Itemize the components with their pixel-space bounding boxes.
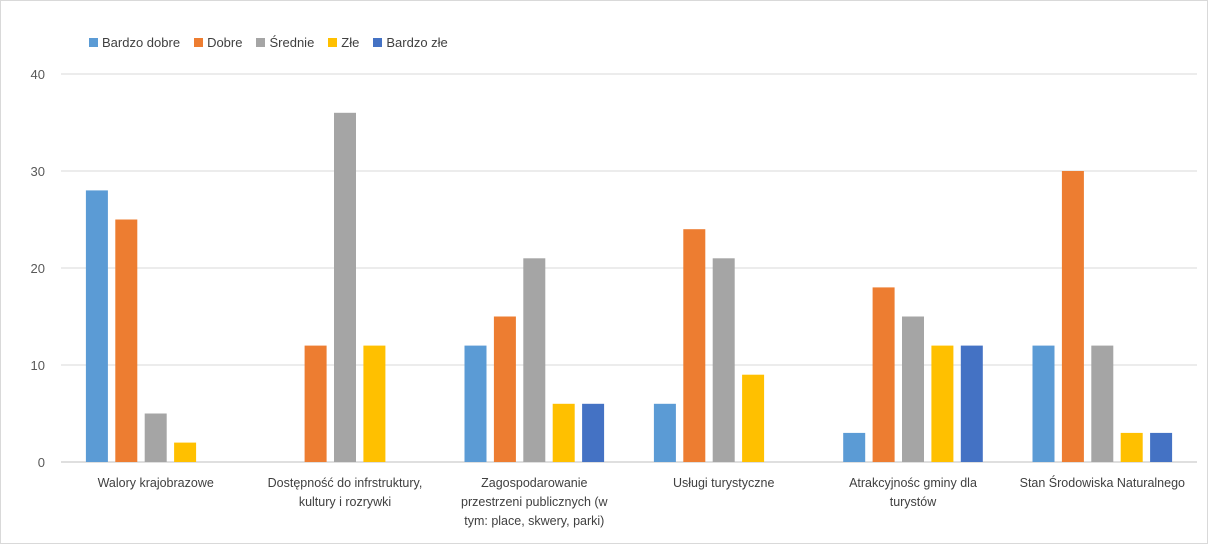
- bar: [552, 403, 575, 462]
- bar: [843, 432, 866, 462]
- bar: [1032, 345, 1055, 462]
- chart-legend: Bardzo dobre Dobre Średnie Złe Bardzo złe: [89, 35, 448, 50]
- x-category-label-line: Usługi turystyczne: [673, 476, 774, 490]
- bar: [742, 374, 765, 462]
- bar: [493, 316, 516, 462]
- legend-label: Złe: [341, 35, 360, 50]
- bar: [712, 258, 735, 462]
- bar: [144, 413, 167, 462]
- x-category-label-line: kultury i rozrywki: [299, 495, 391, 509]
- x-category-label: Stan Środowiska Naturalnego: [1020, 475, 1185, 490]
- x-category-label-line: turystów: [890, 495, 938, 509]
- bar: [1061, 171, 1084, 462]
- bar: [653, 403, 676, 462]
- y-tick-label: 40: [31, 67, 45, 82]
- x-category-label-line: Zagospodarowanie: [481, 476, 587, 490]
- y-tick-label: 30: [31, 164, 45, 179]
- x-category-label: Dostępność do infrstruktury, kultury i ro…: [268, 476, 423, 509]
- bar: [174, 442, 197, 462]
- legend-label: Średnie: [269, 35, 315, 50]
- x-category-label-line: przestrzeni publicznych (w: [461, 495, 609, 509]
- legend-item: Bardzo dobre: [89, 35, 180, 50]
- bar: [902, 316, 924, 462]
- legend-swatch: [89, 38, 98, 47]
- bar: [582, 403, 605, 462]
- y-tick-label: 0: [38, 455, 45, 470]
- bar: [115, 219, 138, 462]
- legend-item: Złe: [328, 35, 359, 50]
- bar: [334, 112, 356, 463]
- legend-label: Bardzo złe: [386, 35, 448, 50]
- bar: [872, 287, 895, 462]
- bar: [931, 345, 954, 462]
- legend-swatch: [328, 38, 338, 47]
- x-category-label-line: Stan Środowiska Naturalnego: [1020, 475, 1185, 490]
- x-category-label: Usługi turystyczne: [673, 476, 774, 490]
- legend-swatch: [256, 38, 266, 47]
- y-tick-label: 10: [31, 358, 45, 373]
- bar: [304, 345, 327, 462]
- x-category-label-line: Atrakcyjnośc gminy dla: [849, 476, 977, 490]
- bar: [960, 345, 983, 462]
- legend-item: Dobre: [194, 35, 242, 50]
- x-category-label: Zagospodarowanie przestrzeni publicznych …: [461, 476, 609, 528]
- x-category-label-line: Dostępność do infrstruktury,: [268, 476, 423, 490]
- bar: [523, 258, 546, 462]
- bar: [363, 345, 386, 462]
- x-category-label: Walory krajobrazowe: [98, 476, 214, 490]
- legend-item: Bardzo złe: [373, 35, 448, 50]
- legend-swatch: [194, 38, 204, 47]
- x-category-label-line: tym: place, skwery, parki): [464, 514, 604, 528]
- x-category-label: Atrakcyjnośc gminy dla turystów: [849, 476, 977, 509]
- bar: [85, 190, 108, 462]
- bar: [464, 345, 487, 462]
- bar: [683, 229, 706, 462]
- x-category-label-line: Walory krajobrazowe: [98, 476, 214, 490]
- legend-label: Dobre: [207, 35, 243, 50]
- legend-item: Średnie: [256, 35, 314, 50]
- bar: [1091, 345, 1114, 462]
- y-tick-label: 20: [31, 261, 45, 276]
- legend-swatch: [373, 38, 383, 47]
- legend-label: Bardzo dobre: [102, 35, 181, 50]
- bar: [1120, 432, 1143, 462]
- bar: [1150, 432, 1173, 462]
